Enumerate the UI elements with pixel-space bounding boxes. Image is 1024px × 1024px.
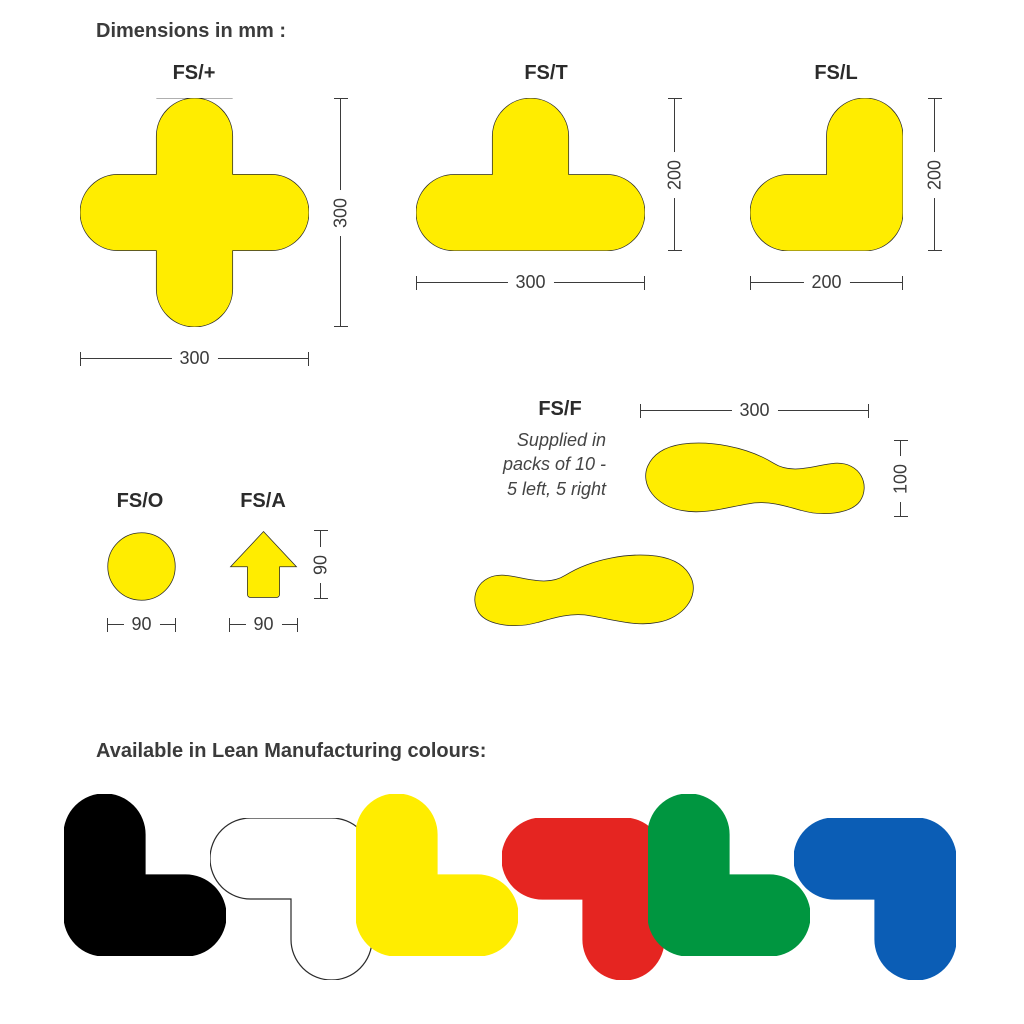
label-plus: FS/+ [144,62,244,85]
title-colours: Available in Lean Manufacturing colours: [96,740,486,763]
shape-plus [80,98,309,327]
label-arrow: FS/A [228,490,298,513]
shape-ell [750,98,903,251]
title-dimensions: Dimensions in mm : [96,20,286,43]
dim-circle-width: 90 [107,618,176,632]
label-circle: FS/O [105,490,175,513]
swatch-black [64,794,226,956]
dim-plus-width: 300 [80,352,309,366]
label-tee: FS/T [506,62,586,85]
dim-arrow-width: 90 [229,618,298,632]
shape-tee [416,98,645,251]
swatch-red [502,818,664,980]
shape-foot-left [470,552,699,629]
label-ell: FS/L [796,62,876,85]
dim-tee-width: 300 [416,276,645,290]
note-foot: Supplied in packs of 10 - 5 left, 5 righ… [426,428,606,501]
shape-foot-right [640,440,869,517]
swatch-green [648,794,810,956]
dim-ell-width: 200 [750,276,903,290]
dim-ell-height: 200 [928,98,942,251]
shape-circle [107,532,176,601]
dim-tee-height: 200 [668,98,682,251]
dim-arrow-height: 90 [314,530,328,599]
swatch-blue [794,818,956,980]
shape-arrow [229,530,298,599]
page: Dimensions in mm : FS/+ 300 300 FS/T 200… [0,0,1024,1024]
swatch-white [210,818,372,980]
colour-swatch-row [64,794,964,974]
label-foot: FS/F [520,398,600,421]
swatch-yellow [356,794,518,956]
dim-foot-width: 300 [640,404,869,418]
dim-plus-height: 300 [334,98,348,327]
dim-foot-height: 100 [894,440,908,517]
